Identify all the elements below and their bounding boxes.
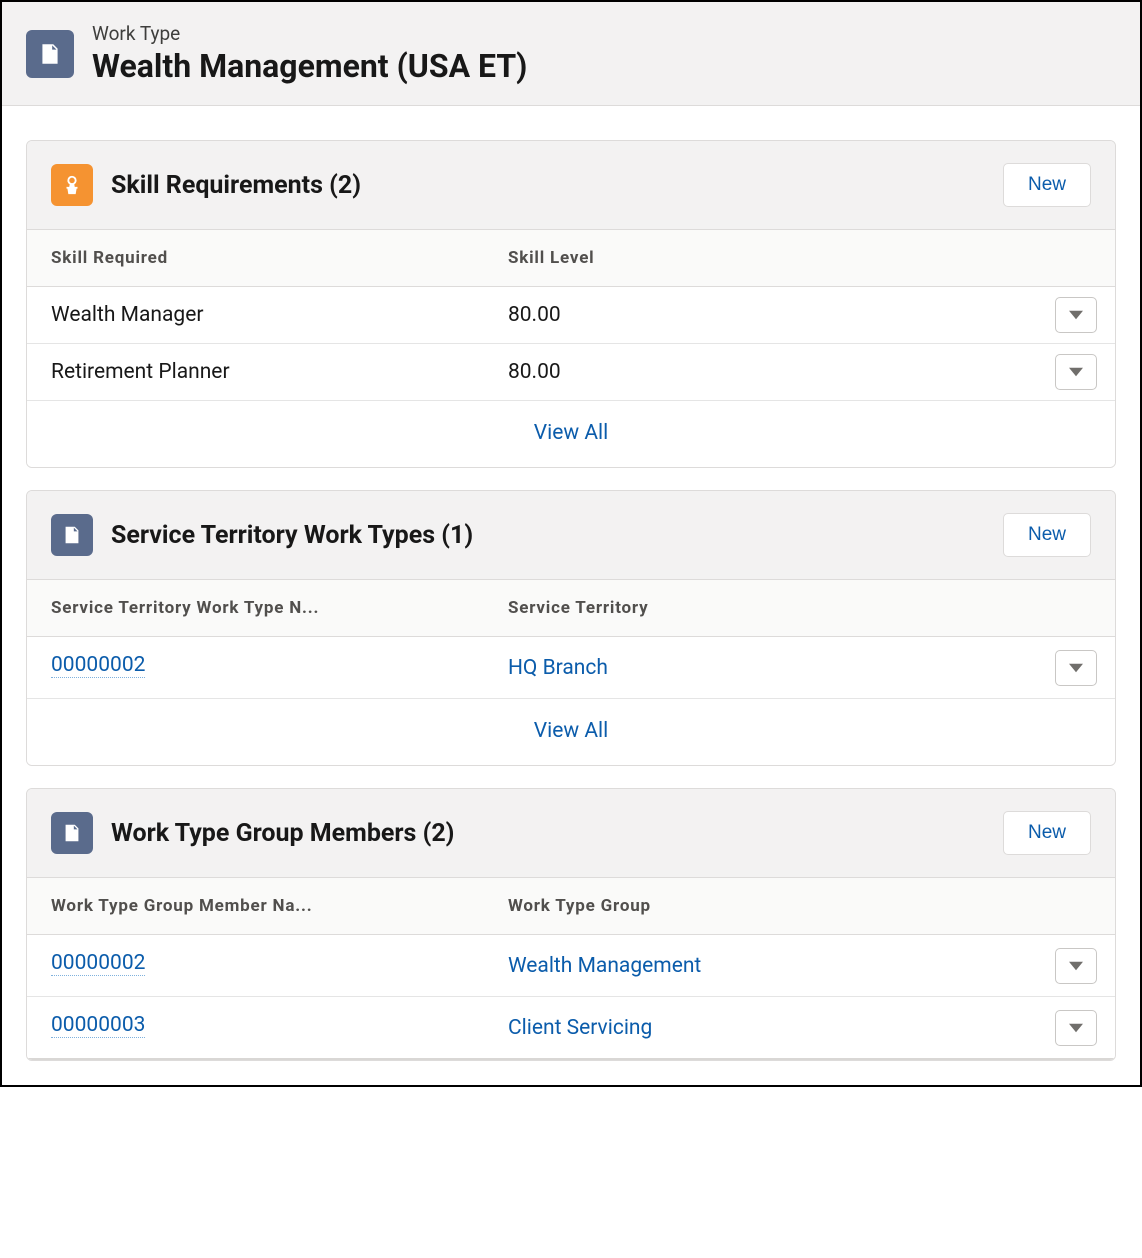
group-icon <box>51 812 93 854</box>
row-action-menu[interactable] <box>1055 297 1097 333</box>
table-row: 00000003 Client Servicing <box>27 997 1115 1060</box>
territory-record-link[interactable]: 00000002 <box>51 653 145 678</box>
skill-icon <box>51 164 93 206</box>
service-territory-card: Service Territory Work Types (1) New Ser… <box>26 490 1116 766</box>
service-territory-title: Service Territory Work Types (1) <box>111 521 473 550</box>
work-type-icon <box>26 30 74 78</box>
page-header: Work Type Wealth Management (USA ET) <box>2 2 1140 106</box>
table-row: Retirement Planner 80.00 <box>27 344 1115 401</box>
record-type-label: Work Type <box>92 22 527 45</box>
skill-required-cell: Wealth Manager <box>27 287 484 343</box>
col-header-skill-required: Skill Required <box>27 230 484 286</box>
page-title: Wealth Management (USA ET) <box>92 47 527 85</box>
group-link[interactable]: Wealth Management <box>484 938 1035 994</box>
skill-level-cell: 80.00 <box>484 344 1035 400</box>
view-all-territories[interactable]: View All <box>27 699 1115 765</box>
group-member-record-link[interactable]: 00000003 <box>51 1013 145 1038</box>
skill-requirements-card: Skill Requirements (2) New Skill Require… <box>26 140 1116 468</box>
group-members-title: Work Type Group Members (2) <box>111 819 454 848</box>
col-header-group-member-name: Work Type Group Member Na... <box>27 878 484 934</box>
row-action-menu[interactable] <box>1055 354 1097 390</box>
territory-link[interactable]: HQ Branch <box>484 640 1035 696</box>
row-action-menu[interactable] <box>1055 650 1097 686</box>
group-link[interactable]: Client Servicing <box>484 1000 1035 1056</box>
new-skill-button[interactable]: New <box>1003 163 1091 207</box>
col-header-group: Work Type Group <box>484 878 1035 934</box>
col-header-territory: Service Territory <box>484 580 1035 636</box>
col-header-territory-name: Service Territory Work Type N... <box>27 580 484 636</box>
group-member-record-link[interactable]: 00000002 <box>51 951 145 976</box>
territory-icon <box>51 514 93 556</box>
skill-required-cell: Retirement Planner <box>27 344 484 400</box>
row-action-menu[interactable] <box>1055 948 1097 984</box>
skill-requirements-title: Skill Requirements (2) <box>111 171 361 200</box>
skill-level-cell: 80.00 <box>484 287 1035 343</box>
new-group-member-button[interactable]: New <box>1003 811 1091 855</box>
table-row: Wealth Manager 80.00 <box>27 287 1115 344</box>
table-row: 00000002 Wealth Management <box>27 935 1115 997</box>
group-members-card: Work Type Group Members (2) New Work Typ… <box>26 788 1116 1061</box>
new-territory-button[interactable]: New <box>1003 513 1091 557</box>
view-all-skills[interactable]: View All <box>27 401 1115 467</box>
col-header-skill-level: Skill Level <box>484 230 1035 286</box>
row-action-menu[interactable] <box>1055 1010 1097 1046</box>
table-row: 00000002 HQ Branch <box>27 637 1115 699</box>
